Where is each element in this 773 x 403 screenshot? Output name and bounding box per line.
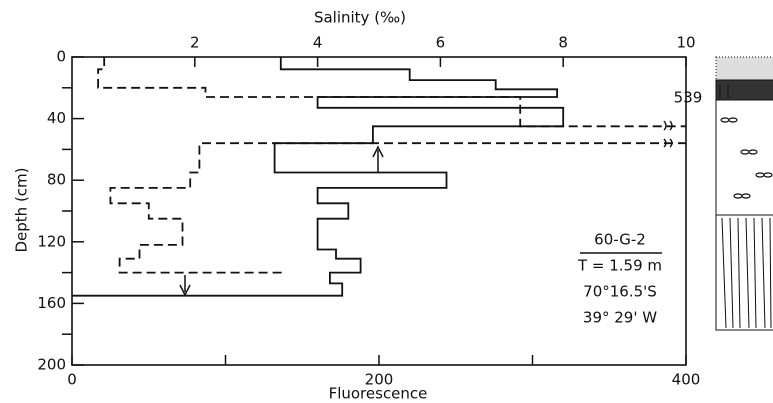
axis-break (663, 120, 673, 131)
x-tick-label: 200 (365, 371, 394, 389)
station-latitude: 70°16.5'S (583, 283, 657, 301)
y-axis-title: Depth (cm) (13, 167, 31, 252)
x2-tick-label: 4 (313, 34, 323, 52)
salinity-line (72, 57, 565, 297)
arrow (179, 275, 191, 297)
y-tick-label: 160 (37, 294, 66, 312)
y-tick-label: 40 (47, 109, 66, 127)
y-tick-label: 0 (56, 48, 66, 66)
y-tick-label: 120 (37, 232, 66, 250)
series-group (72, 57, 686, 297)
x2-tick-label: 6 (436, 34, 446, 52)
core-dark (715, 79, 773, 101)
core-log (715, 56, 773, 331)
x-tick-label: 0 (67, 371, 77, 389)
station-box: 60-G-2 T = 1.59 m 70°16.5'S 39° 29' W (577, 231, 662, 327)
fluorescence-line (97, 57, 686, 274)
axis-break (663, 138, 673, 148)
x-axis-title: Fluorescence (329, 385, 428, 403)
x2-tick-label: 8 (558, 34, 568, 52)
x2-tick-label: 2 (190, 34, 200, 52)
x-tick-label: 400 (672, 371, 701, 389)
arrow (372, 145, 384, 172)
annotation: 539 (674, 89, 703, 107)
station-length: T = 1.59 m (577, 257, 662, 275)
x2-tick-label: 10 (676, 34, 695, 52)
station-id: 60-G-2 (594, 231, 646, 249)
top-axis-title: Salinity (‰) (314, 9, 406, 27)
station-longitude: 39° 29' W (583, 309, 657, 327)
core-sand (715, 56, 773, 81)
y-tick-label: 200 (37, 356, 66, 374)
core-laminated (715, 214, 773, 331)
y-tick-label: 80 (47, 171, 66, 189)
